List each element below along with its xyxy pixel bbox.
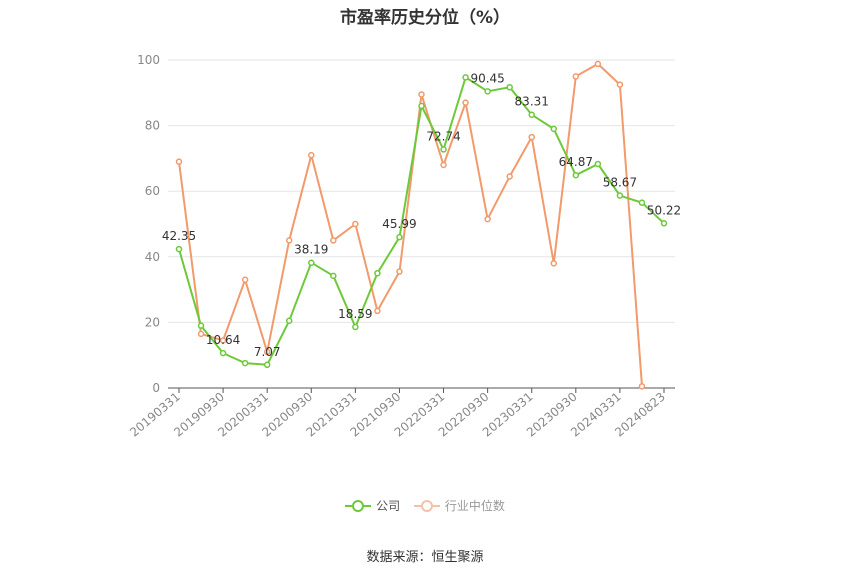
- data-point-industry-median: [263, 348, 271, 356]
- data-point-company: [440, 146, 447, 153]
- data-point-company: [352, 323, 359, 331]
- data-point-company: [594, 160, 602, 168]
- data-point-company: [506, 83, 513, 91]
- data-point-company: [285, 317, 293, 325]
- data-point-company: [374, 269, 381, 277]
- data-point-company: [175, 245, 183, 253]
- y-tick-label: 100: [137, 53, 160, 67]
- data-label: 72.74: [426, 129, 460, 143]
- data-point-company: [572, 171, 580, 179]
- data-point-industry-median: [638, 383, 646, 390]
- data-point-company: [263, 361, 271, 369]
- legend-swatch-company: [345, 499, 372, 513]
- legend-item-industry-median[interactable]: 行业中位数: [413, 497, 505, 514]
- series-line-industry-median: [178, 62, 643, 387]
- y-tick-label: 20: [145, 315, 160, 329]
- data-point-industry-median: [418, 91, 425, 98]
- data-point-industry-median: [352, 220, 359, 228]
- data-point-industry-median: [175, 158, 183, 165]
- data-point-company: [616, 192, 624, 199]
- data-point-industry-median: [197, 330, 205, 338]
- data-point-industry-median: [572, 73, 580, 80]
- source-note: 数据来源：恒生聚源: [366, 550, 484, 565]
- series-line-company: [178, 76, 665, 366]
- data-label: 50.22: [647, 203, 681, 217]
- data-point-company: [638, 199, 646, 206]
- data-point-company: [418, 102, 425, 110]
- data-point-industry-median: [484, 215, 491, 223]
- data-point-industry-median: [594, 60, 602, 68]
- data-label-layer: 42.35 10.64 7.07 38.19 18.59 45.99 72.74 90.45 8…: [162, 71, 681, 358]
- data-point-company: [219, 349, 227, 357]
- data-point-company: [308, 259, 315, 266]
- data-point-industry-median: [440, 161, 447, 169]
- y-tick-label: 40: [145, 250, 160, 264]
- data-point-industry-median: [506, 173, 513, 180]
- data-point-industry-median: [616, 81, 624, 88]
- data-point-company: [462, 74, 469, 81]
- data-label: 83.31: [515, 95, 549, 109]
- data-point-company: [550, 125, 558, 133]
- y-tick-label: 60: [145, 184, 160, 198]
- data-point-industry-median: [308, 151, 315, 159]
- data-point-industry-median: [374, 307, 381, 315]
- data-point-company: [660, 220, 668, 227]
- data-label: 18.59: [338, 307, 372, 321]
- data-point-company: [197, 322, 205, 329]
- data-point-industry-median: [219, 337, 227, 344]
- y-tick-label: 80: [145, 119, 160, 133]
- data-label: 10.64: [206, 333, 240, 347]
- axis-layer: 0204060801002019033120190930202003312020…: [127, 53, 675, 440]
- data-label: 45.99: [382, 217, 416, 231]
- data-label: 42.35: [162, 229, 196, 243]
- data-point-company: [396, 233, 403, 241]
- chart-title: 市盈率历史分位（%）: [339, 8, 511, 28]
- data-point-company: [330, 272, 337, 280]
- data-label: 90.45: [470, 71, 504, 85]
- legend: 公司 行业中位数: [0, 497, 850, 516]
- data-point-industry-median: [330, 237, 337, 244]
- data-point-company: [528, 111, 535, 118]
- data-point-industry-median: [285, 237, 293, 244]
- data-label: 7.07: [254, 345, 281, 359]
- data-label: 38.19: [294, 243, 328, 257]
- legend-item-company[interactable]: 公司: [345, 497, 400, 514]
- data-point-company: [241, 359, 249, 367]
- data-point-industry-median: [241, 276, 249, 284]
- data-label: 64.87: [559, 155, 593, 169]
- data-label: 58.67: [603, 176, 637, 190]
- grid-layer: [168, 59, 675, 323]
- y-tick-label: 0: [152, 381, 160, 395]
- data-point-industry-median: [550, 260, 558, 267]
- legend-swatch-industry-median: [413, 499, 440, 513]
- data-point-industry-median: [396, 268, 403, 275]
- legend-label-industry-median: 行业中位数: [444, 499, 505, 513]
- data-point-industry-median: [528, 133, 535, 141]
- series-layer: [175, 60, 668, 390]
- legend-label-company: 公司: [376, 499, 401, 513]
- data-point-industry-median: [462, 99, 469, 106]
- data-point-company: [484, 88, 491, 95]
